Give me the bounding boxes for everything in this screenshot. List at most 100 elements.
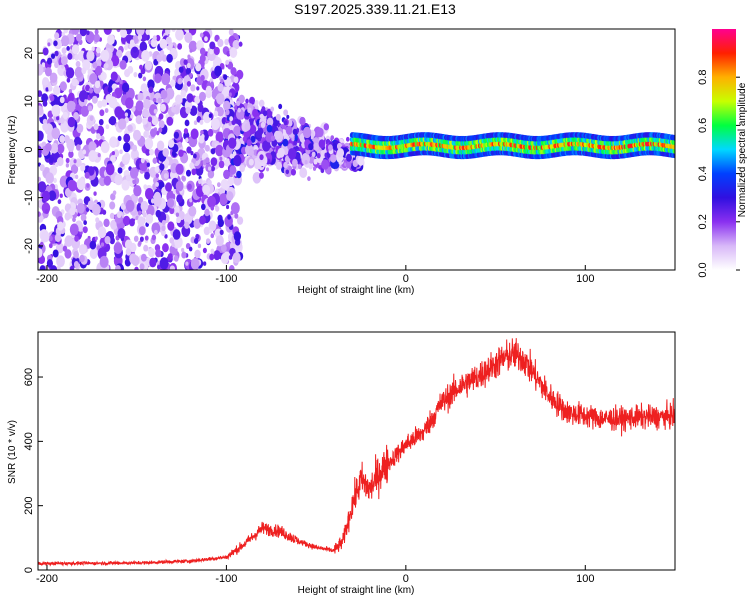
spectrogram-cell xyxy=(252,108,259,118)
spectrogram-cell xyxy=(41,190,51,202)
spectrogram-cell xyxy=(209,253,215,261)
spectrogram-cell xyxy=(84,99,88,104)
spectrogram-cell xyxy=(313,158,318,165)
spectrogram-cell xyxy=(201,134,205,139)
colorbar-tick-label: 0.0 xyxy=(697,262,709,277)
spectrogram-cell xyxy=(173,131,180,139)
spectrogram-cell xyxy=(183,212,193,225)
spectrogram-cell xyxy=(208,113,213,118)
spectrogram-cell xyxy=(285,125,293,135)
spectrogram-cell xyxy=(134,266,139,270)
spectrogram-cell xyxy=(236,100,241,106)
spectrogram-cell xyxy=(89,73,98,85)
spectrogram-cell xyxy=(270,106,275,112)
spectrogram-cell xyxy=(183,185,187,190)
spectrogram-cell xyxy=(175,94,183,105)
spectrogram-cell xyxy=(184,32,193,44)
spectrogram-cell xyxy=(345,136,350,142)
spectrogram-cell xyxy=(91,203,101,216)
spectrogram-cell xyxy=(208,220,217,232)
spectrogram-cell xyxy=(75,33,82,42)
spectrogram-cell xyxy=(199,47,206,56)
spectrogram-cell xyxy=(248,158,254,166)
spectrogram-cell xyxy=(104,108,109,114)
spectrogram-cell xyxy=(92,61,98,69)
spectrogram-cell xyxy=(177,77,183,85)
spectrogram-cell xyxy=(202,261,207,266)
spectrogram-cell xyxy=(65,157,70,164)
spectrogram-cell xyxy=(162,243,169,253)
spectrogram-cell xyxy=(72,217,76,223)
spectrogram-cell xyxy=(144,137,154,150)
spectrogram-cell xyxy=(85,207,90,213)
spectrogram-cell xyxy=(68,180,77,192)
spectrogram-cell xyxy=(64,212,71,221)
spectrogram-cell xyxy=(247,107,252,114)
spectrogram-cell xyxy=(93,33,100,43)
spectrogram-cell xyxy=(147,116,153,123)
spectrogram-cell xyxy=(82,226,88,234)
spectrogram-cell xyxy=(42,47,49,56)
spectrogram-cell xyxy=(213,110,219,117)
spectrogram-cell xyxy=(152,157,158,164)
spectrogram-cell xyxy=(148,40,152,45)
spectrogram-cell xyxy=(103,29,112,35)
spectrogram-cell xyxy=(125,174,132,182)
spectrogram-cell xyxy=(229,116,234,122)
spectrogram-y-tick-label: 10 xyxy=(23,95,35,107)
spectrogram-cell xyxy=(209,229,213,234)
spectrogram-cell xyxy=(323,123,330,131)
spectrogram-cell xyxy=(61,35,70,47)
spectrogram-cell xyxy=(99,255,109,268)
spectrogram-cell xyxy=(125,97,134,109)
spectrogram-cell xyxy=(71,77,78,87)
spectrogram-cell xyxy=(86,183,90,188)
spectrogram-cell xyxy=(217,218,225,228)
spectrogram-cell xyxy=(139,263,145,270)
spectrogram-cell xyxy=(48,235,53,242)
spectrogram-cell xyxy=(195,62,202,72)
spectrogram-cell xyxy=(39,164,45,172)
spectrogram-cell xyxy=(66,46,70,51)
spectrogram-cell xyxy=(292,123,298,130)
spectrogram-cell xyxy=(146,204,155,217)
spectrogram-cell xyxy=(207,166,212,171)
spectrogram-cell xyxy=(170,79,176,87)
spectrogram-cell xyxy=(87,105,93,112)
colorbar-label: Normalized spectral amplitude xyxy=(737,82,748,217)
spectrogram-cell xyxy=(282,138,289,147)
spectrogram-cell xyxy=(73,250,80,259)
spectrogram-cell xyxy=(44,67,52,77)
spectrogram-cell xyxy=(107,34,115,45)
spectrogram-cell xyxy=(183,59,188,66)
snr-series-line xyxy=(38,338,675,567)
spectrogram-cell xyxy=(233,231,242,242)
spectrogram-cell xyxy=(200,129,204,135)
spectrogram-cell xyxy=(38,105,44,116)
spectrogram-cell xyxy=(207,195,217,208)
spectrogram-cell xyxy=(258,99,265,108)
spectrogram-cell xyxy=(189,73,193,78)
spectrogram-cell xyxy=(89,248,98,259)
spectrogram-cell xyxy=(93,123,99,131)
spectrogram-cell xyxy=(95,47,101,54)
spectrogram-cell xyxy=(98,118,104,126)
spectrogram-cell xyxy=(38,145,43,156)
spectrogram-cell xyxy=(69,207,76,216)
spectrogram-cell xyxy=(304,160,308,165)
spectrogram-cell xyxy=(86,30,90,36)
spectrogram-cell xyxy=(159,49,165,57)
spectrogram-cell xyxy=(59,117,65,124)
spectrogram-cell xyxy=(299,116,306,126)
spectrogram-cell xyxy=(46,57,53,65)
spectrogram-cell xyxy=(152,35,157,41)
spectrogram-cell xyxy=(119,79,123,85)
spectrogram-cell xyxy=(142,117,148,125)
spectrogram-cell xyxy=(144,60,153,71)
spectrogram-cell xyxy=(122,215,131,226)
spectrogram-cell xyxy=(154,73,162,84)
spectrogram-cell xyxy=(109,201,116,210)
spectrogram-cell xyxy=(153,109,158,114)
spectrogram-cell xyxy=(123,142,131,153)
spectrogram-cell xyxy=(149,148,154,156)
